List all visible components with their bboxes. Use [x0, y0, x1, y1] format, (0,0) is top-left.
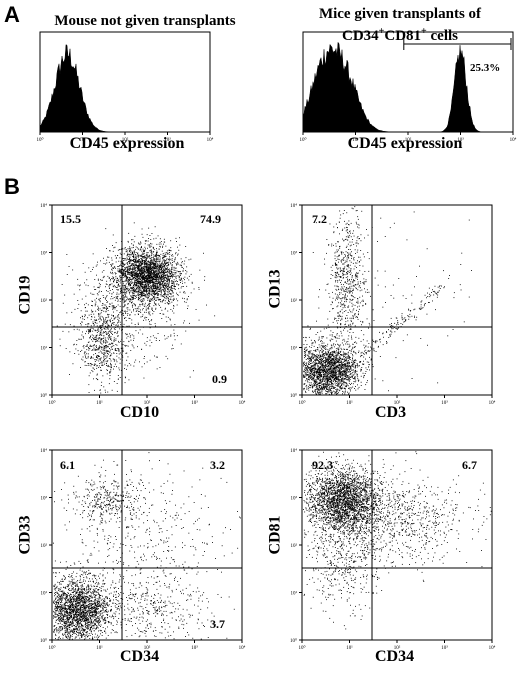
histogram-left: 10⁰ 10¹ 10² 10³ 10⁴ — [36, 31, 214, 143]
x-tick-label: 10¹ — [79, 137, 86, 143]
histogram-left-title: Mouse not given transplants — [54, 13, 236, 29]
q1-ul: 15.5 — [60, 212, 81, 226]
y-tick-label: 10⁰ — [40, 393, 47, 399]
y-tick-label: 10³ — [41, 496, 48, 502]
y-tick-label: 10⁴ — [40, 203, 47, 209]
panel-letter-b: B — [4, 174, 20, 199]
q4-ul: 92.3 — [312, 458, 333, 472]
q3-lr: 3.7 — [210, 617, 225, 631]
y-tick-label: 10⁰ — [40, 638, 47, 644]
x-tick-label: 10⁰ — [36, 137, 43, 143]
x-tick-label: 10² — [122, 137, 129, 143]
x-tick-label: 10⁰ — [299, 137, 306, 143]
q3-ur: 3.2 — [210, 458, 225, 472]
scatter1-ylabel: CD19 — [16, 275, 34, 315]
scatter2-xlabel: CD3 — [375, 404, 407, 421]
x-tick-label: 10² — [394, 400, 401, 406]
q1-ur: 74.9 — [200, 212, 221, 226]
scatter3-xlabel: CD34 — [120, 648, 160, 665]
y-tick-label: 10⁰ — [290, 393, 297, 399]
x-tick-label: 10³ — [191, 400, 198, 406]
y-tick-label: 10² — [41, 543, 48, 549]
x-tick-label: 10¹ — [346, 400, 353, 406]
scatter2-ylabel: CD13 — [266, 269, 284, 309]
histogram-left-xlabel: CD45 expression — [69, 135, 185, 152]
x-tick-label: 10² — [144, 645, 151, 651]
y-tick-label: 10¹ — [291, 591, 298, 597]
y-tick-label: 10⁴ — [290, 448, 297, 454]
x-tick-label: 10³ — [457, 137, 464, 143]
histogram-right-xlabel: CD45 expression — [347, 135, 463, 152]
q4-ur: 6.7 — [462, 458, 477, 472]
y-tick-label: 10² — [41, 298, 48, 304]
scatter1-xlabel: CD10 — [120, 404, 160, 421]
x-tick-label: 10¹ — [346, 645, 353, 651]
x-tick-label: 10² — [394, 645, 401, 651]
y-tick-label: 10² — [291, 298, 298, 304]
x-tick-label: 10⁰ — [298, 400, 305, 406]
scatter3-ylabel: CD33 — [16, 515, 34, 555]
y-tick-label: 10⁴ — [290, 203, 297, 209]
q2-ul: 7.2 — [312, 212, 327, 226]
x-tick-label: 10² — [405, 137, 412, 143]
x-tick-label: 10⁴ — [489, 645, 496, 651]
x-tick-label: 10⁰ — [48, 400, 55, 406]
x-tick-label: 10³ — [164, 137, 171, 143]
x-tick-label: 10¹ — [352, 137, 359, 143]
x-tick-label: 10⁴ — [239, 400, 246, 406]
x-tick-label: 10¹ — [96, 400, 103, 406]
y-tick-label: 10⁰ — [290, 638, 297, 644]
x-tick-label: 10³ — [441, 645, 448, 651]
q1-lr: 0.9 — [212, 372, 227, 386]
x-tick-label: 10⁴ — [510, 137, 517, 143]
x-tick-label: 10⁰ — [48, 645, 55, 651]
x-tick-label: 10² — [144, 400, 151, 406]
scatter4-xlabel: CD34 — [375, 648, 415, 665]
panel-letter-a: A — [4, 2, 20, 27]
x-tick-label: 10⁴ — [239, 645, 246, 651]
x-tick-label: 10⁴ — [489, 400, 496, 406]
x-tick-label: 10³ — [441, 400, 448, 406]
x-tick-label: 10¹ — [96, 645, 103, 651]
histogram-right-title-line1: Mice given transplants of — [318, 6, 482, 22]
y-tick-label: 10⁴ — [40, 448, 47, 454]
y-tick-label: 10¹ — [291, 346, 298, 352]
gate-percent: 25.3% — [470, 62, 501, 74]
y-tick-label: 10² — [291, 543, 298, 549]
y-tick-label: 10³ — [291, 496, 298, 502]
scatter4-ylabel: CD81 — [266, 515, 284, 555]
x-tick-label: 10⁰ — [298, 645, 305, 651]
q3-ul: 6.1 — [60, 458, 75, 472]
y-tick-label: 10¹ — [41, 346, 48, 352]
x-tick-label: 10⁴ — [207, 137, 214, 143]
x-tick-label: 10³ — [191, 645, 198, 651]
histogram-right: 10⁰ 10¹ 10² 10³ 10⁴ — [299, 31, 517, 143]
y-tick-label: 10¹ — [41, 591, 48, 597]
y-tick-label: 10³ — [291, 251, 298, 257]
y-tick-label: 10³ — [41, 251, 48, 257]
